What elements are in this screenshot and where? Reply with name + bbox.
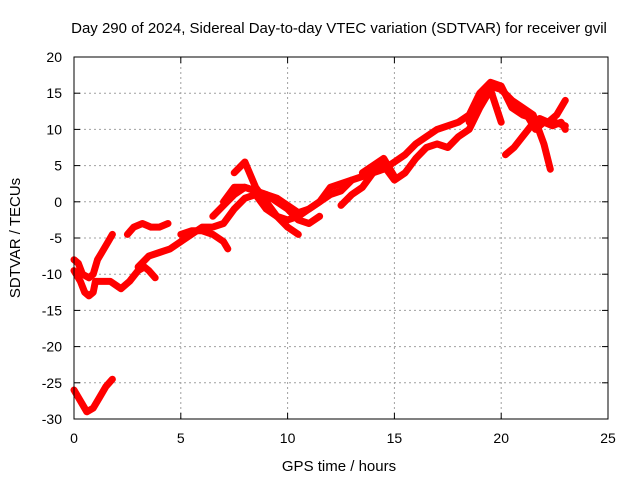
y-tick-label: 15: [46, 85, 62, 101]
series-group: [70, 78, 569, 416]
y-tick-label: -20: [42, 339, 62, 355]
y-axis-label: SDTVAR / TECUs: [7, 178, 24, 298]
plot-frame: [73, 56, 609, 420]
series-line-segment-11: [358, 154, 398, 180]
series-line-segment-1: [70, 375, 116, 416]
chart-title: Day 290 of 2024, Sidereal Day-to-day VTE…: [71, 20, 607, 37]
ticks: 0 5 10 15 20 25 -30 -25 -20 -15 -10 -5 0 5 10 15 20: [42, 49, 616, 446]
series-line-segment-4: [123, 220, 172, 238]
y-tick-label: 5: [54, 158, 62, 174]
y-tick-label: -25: [42, 375, 62, 391]
x-tick-label: 20: [493, 430, 509, 446]
series-line-segment-13: [502, 96, 569, 159]
x-tick-label: 25: [600, 430, 616, 446]
series-line-segment-12: [465, 82, 554, 173]
y-tick-label: 10: [46, 121, 62, 137]
y-tick-label: -15: [42, 302, 62, 318]
grid: [74, 57, 608, 419]
y-tick-label: 0: [54, 194, 62, 210]
series-line-segment-3: [70, 230, 116, 282]
x-tick-label: 15: [387, 430, 403, 446]
x-tick-label: 5: [177, 430, 185, 446]
x-tick-label: 10: [280, 430, 296, 446]
y-tick-label: 20: [46, 49, 62, 65]
series-line-segment-9: [220, 183, 324, 227]
series-line-segment-8: [230, 158, 302, 238]
series-line-segment-2: [70, 263, 159, 300]
y-tick-label: -5: [50, 230, 63, 246]
x-tick-label: 0: [70, 430, 78, 446]
y-tick-label: -30: [42, 411, 62, 427]
x-axis-label: GPS time / hours: [282, 458, 396, 475]
y-tick-label: -10: [42, 266, 62, 282]
series-line-segment-14: [523, 111, 569, 133]
series-line-segment-6: [177, 227, 232, 253]
